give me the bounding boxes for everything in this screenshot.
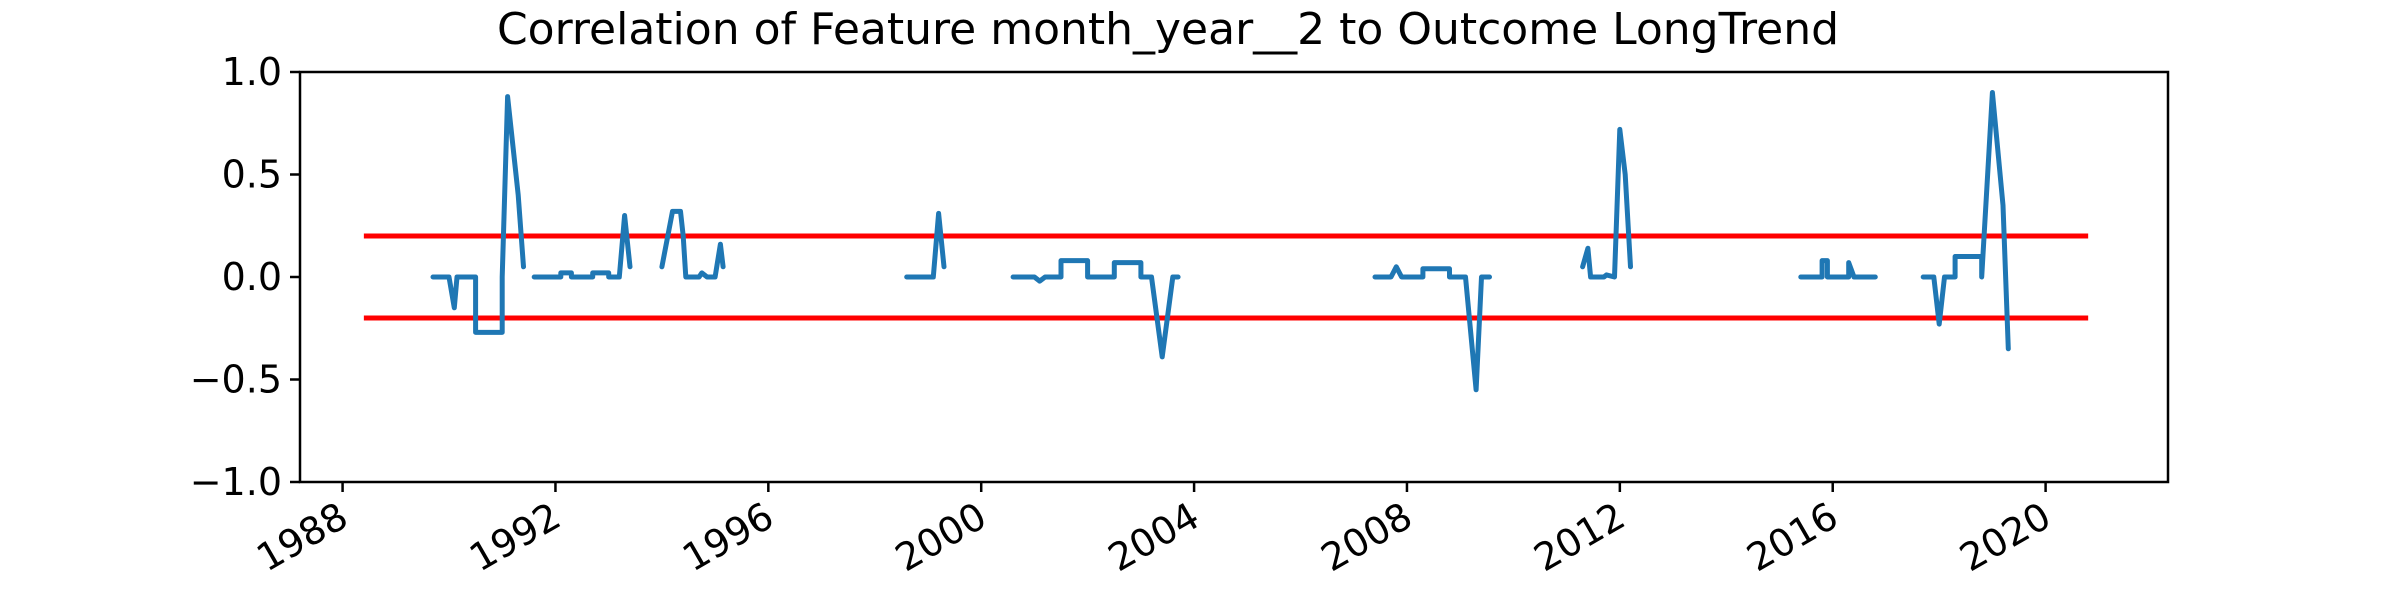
series-line-segment — [1920, 90, 2011, 352]
series-line-segment — [659, 208, 726, 280]
series-line-segment — [430, 94, 526, 335]
plot-area — [363, 90, 2089, 393]
y-tick-label: 0.5 — [222, 153, 282, 197]
x-tick-label: 2012 — [1527, 494, 1633, 580]
series-line-segment — [1372, 264, 1492, 393]
x-tick-label: 2016 — [1739, 494, 1845, 580]
series-line-segment — [1798, 258, 1878, 280]
x-tick-label: 1996 — [675, 494, 781, 580]
y-axis: −1.0 −0.5 0.0 0.5 1.0 — [190, 50, 300, 504]
series-line-segment — [1580, 126, 1633, 280]
series-line-segment — [531, 213, 633, 280]
x-tick-label: 2020 — [1952, 494, 2058, 580]
y-tick-label: 0.0 — [222, 255, 282, 299]
chart-title: Correlation of Feature month_year__2 to … — [497, 4, 1839, 55]
x-tick-label: 1988 — [249, 494, 355, 580]
y-tick-label: 1.0 — [222, 50, 282, 94]
x-axis: 1988 1992 1996 2000 2004 2008 2012 2016 2020 — [249, 482, 2058, 580]
x-tick-label: 1992 — [462, 494, 568, 580]
x-tick-label: 2000 — [888, 494, 994, 580]
y-tick-label: −0.5 — [190, 358, 282, 402]
y-tick-label: −1.0 — [190, 460, 282, 504]
series-line-segment — [1010, 258, 1181, 360]
series-line-segment — [904, 210, 947, 280]
x-tick-label: 2008 — [1314, 494, 1420, 580]
x-tick-label: 2004 — [1101, 494, 1207, 580]
